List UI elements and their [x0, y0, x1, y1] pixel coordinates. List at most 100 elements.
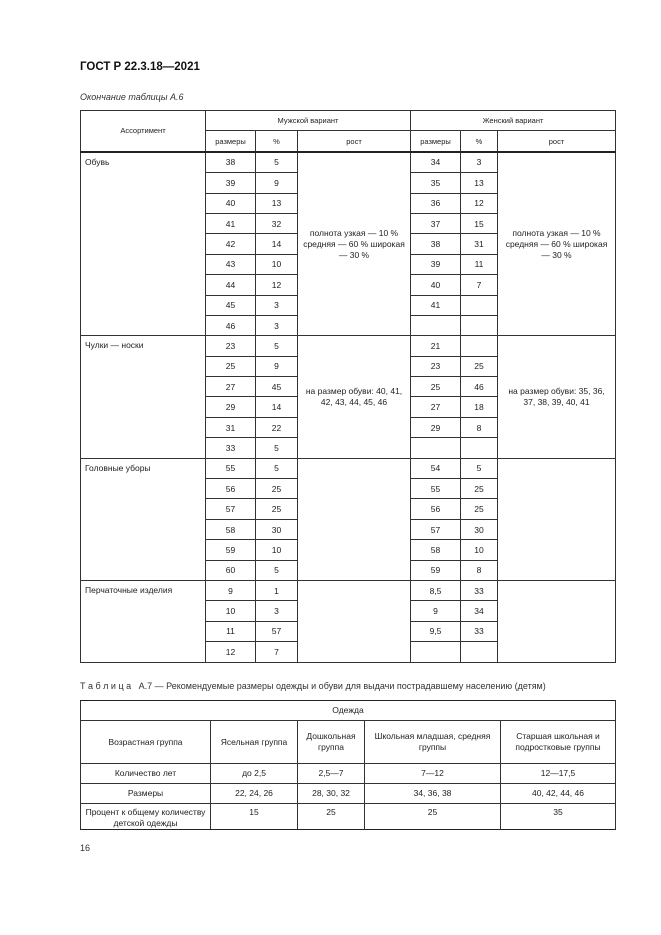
assortment-name: Перчаточные изделия [80, 579, 206, 663]
male-size: 59 [205, 539, 256, 561]
male-percent: 30 [255, 518, 298, 541]
female-rost [497, 579, 616, 663]
table-row: 56 25 55 25 [81, 478, 616, 500]
table-row: Обувь 38 5 полнота узкая — 10 % средняя — 6… [80, 150, 616, 337]
male-size: 33 [205, 437, 256, 459]
male-size: 44 [205, 274, 256, 296]
female-size: 37 [410, 212, 461, 235]
male-size: 41 [205, 212, 256, 235]
female-percent [460, 314, 498, 337]
female-size: 35 [410, 172, 461, 194]
male-percent: 5 [255, 457, 298, 480]
female-percent: 8 [460, 559, 498, 581]
male-percent: 1 [255, 579, 298, 602]
female-size: 25 [410, 376, 461, 398]
female-rost: на размер обуви: 35, 36, 37, 38, 39, 40,… [497, 335, 616, 459]
male-percent: 9 [255, 172, 298, 194]
table-row: 59 10 58 10 [81, 539, 616, 561]
female-percent: 34 [460, 600, 498, 622]
female-percent: 15 [460, 212, 498, 235]
female-percent: 5 [460, 457, 498, 480]
female-size [410, 314, 461, 337]
cell: Старшая школьная и подростковые группы [500, 720, 616, 764]
header-assortment: Ассортимент [80, 109, 206, 153]
male-size: 9 [205, 579, 256, 602]
female-size: 8,5 [410, 579, 461, 602]
male-percent: 14 [255, 233, 298, 255]
female-size: 39 [410, 253, 461, 276]
male-percent: 3 [255, 600, 298, 622]
male-percent: 22 [255, 416, 298, 439]
male-size: 39 [205, 172, 256, 194]
male-rost: полнота узкая — 10 % средняя — 60 % широ… [297, 150, 411, 337]
cell: 28, 30, 32 [297, 783, 365, 804]
document-header: ГОСТ Р 22.3.18—2021 [80, 61, 200, 73]
header-female: Женский вариант [410, 109, 616, 132]
female-size: 59 [410, 559, 461, 581]
male-percent: 3 [255, 294, 298, 316]
female-percent: 25 [460, 478, 498, 500]
male-percent: 10 [255, 539, 298, 561]
row-label: Возрастная группа [80, 720, 211, 764]
female-size: 38 [410, 233, 461, 255]
female-size: 57 [410, 518, 461, 541]
subheader: размеры [205, 130, 256, 153]
male-size: 46 [205, 314, 256, 337]
female-size: 40 [410, 274, 461, 296]
female-percent: 12 [460, 192, 498, 214]
assortment-name: Чулки — носки [80, 335, 206, 459]
female-percent: 25 [460, 498, 498, 520]
table-row: 12 7 [81, 641, 616, 663]
female-rost: полнота узкая — 10 % средняя — 60 % широ… [497, 150, 616, 337]
cell: 12—17,5 [500, 763, 616, 784]
female-size: 34 [410, 150, 461, 174]
assortment-name: Обувь [80, 150, 206, 337]
cell: до 2,5 [210, 763, 298, 784]
male-rost [297, 579, 411, 663]
table-row: 39 9 35 13 [81, 172, 616, 194]
table-row: 29 14 27 18 [81, 396, 616, 418]
table-a6: Ассортимент Мужской вариант Женский вариан… [80, 109, 616, 663]
cell: 2,5—7 [297, 763, 365, 784]
female-percent: 25 [460, 355, 498, 378]
female-size: 56 [410, 498, 461, 520]
male-percent: 25 [255, 498, 298, 520]
male-percent: 5 [255, 437, 298, 459]
section-clothing: Одежда [80, 700, 616, 721]
female-percent [460, 294, 498, 316]
female-size: 21 [410, 335, 461, 357]
female-size [410, 641, 461, 663]
male-size: 11 [205, 620, 256, 643]
male-size: 57 [205, 498, 256, 520]
male-size: 10 [205, 600, 256, 622]
male-size: 38 [205, 150, 256, 174]
table-row: 11 57 9,5 33 [81, 620, 616, 643]
female-size: 9 [410, 600, 461, 622]
male-rost: на размер обуви: 40, 41, 42, 43, 44, 45,… [297, 335, 411, 459]
cell: 34, 36, 38 [364, 783, 501, 804]
female-percent: 18 [460, 396, 498, 418]
row-label: Количество лет [80, 763, 211, 784]
male-percent: 14 [255, 396, 298, 418]
male-size: 29 [205, 396, 256, 418]
male-percent: 25 [255, 478, 298, 500]
male-size: 23 [205, 335, 256, 357]
male-size: 56 [205, 478, 256, 500]
table-a6-caption: Окончание таблицы А.6 [80, 92, 184, 102]
table-row: Количество лет до 2,5 2,5—7 7—12 12—17,5 [80, 763, 616, 784]
male-percent: 3 [255, 314, 298, 337]
male-size: 12 [205, 641, 256, 663]
page-number: 16 [80, 843, 91, 853]
subheader: % [460, 130, 498, 153]
male-percent: 9 [255, 355, 298, 378]
cell: 22, 24, 26 [210, 783, 298, 804]
table-row: Процент к общему коли­честву детской оде… [80, 803, 616, 830]
female-percent [460, 437, 498, 459]
male-percent: 7 [255, 641, 298, 663]
female-size: 9,5 [410, 620, 461, 643]
male-percent: 57 [255, 620, 298, 643]
table-row: 46 3 [81, 314, 616, 337]
cell: Школьная младшая, средняя группы [364, 720, 501, 764]
female-size: 58 [410, 539, 461, 561]
